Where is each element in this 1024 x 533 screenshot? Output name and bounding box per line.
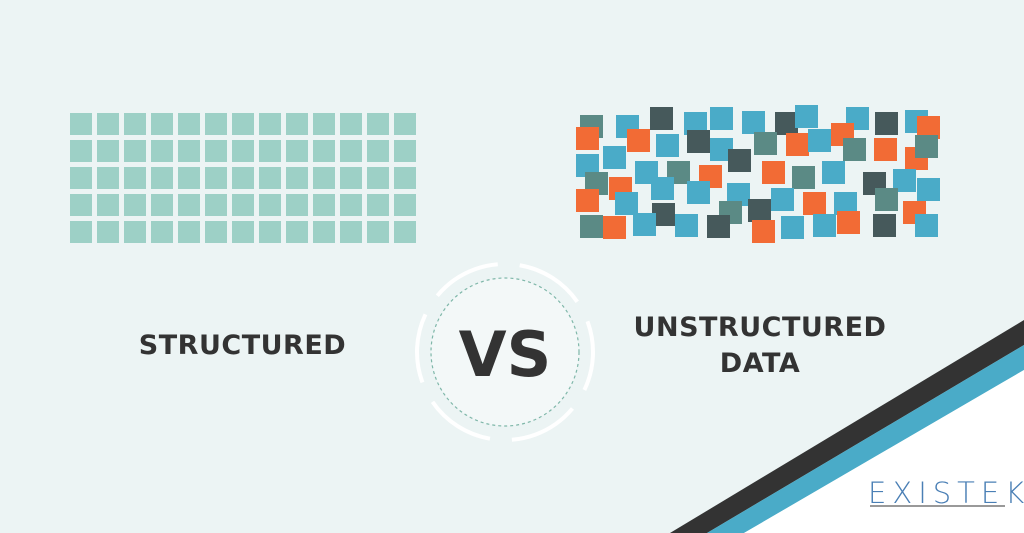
existek-logo: EXISTEK bbox=[868, 476, 1024, 510]
grid-cell bbox=[286, 167, 308, 189]
grid-cell bbox=[124, 113, 146, 135]
grid-cell bbox=[124, 194, 146, 216]
grid-cell bbox=[178, 167, 200, 189]
grid-cell bbox=[259, 113, 281, 135]
grid-cell bbox=[178, 113, 200, 135]
grid-cell bbox=[394, 167, 416, 189]
dark-stripe bbox=[670, 320, 1024, 533]
grid-cell bbox=[205, 140, 227, 162]
grid-cell bbox=[259, 167, 281, 189]
blue-stripe bbox=[707, 345, 1024, 533]
grid-cell bbox=[124, 167, 146, 189]
grid-cell bbox=[394, 113, 416, 135]
grid-cell bbox=[232, 194, 254, 216]
vs-circle bbox=[415, 262, 595, 442]
grid-cell bbox=[97, 167, 119, 189]
grid-cell bbox=[232, 221, 254, 243]
grid-cell bbox=[70, 113, 92, 135]
grid-cell bbox=[340, 194, 362, 216]
grid-cell bbox=[367, 167, 389, 189]
grid-cell bbox=[286, 113, 308, 135]
grid-cell bbox=[97, 113, 119, 135]
grid-cell bbox=[124, 140, 146, 162]
grid-cell bbox=[313, 140, 335, 162]
vs-text: VS bbox=[458, 318, 552, 391]
grid-cell bbox=[97, 221, 119, 243]
grid-cell bbox=[286, 221, 308, 243]
grid-cell bbox=[367, 194, 389, 216]
unstructured-line1: UNSTRUCTURED bbox=[633, 312, 887, 343]
grid-cell bbox=[205, 167, 227, 189]
grid-cell bbox=[313, 194, 335, 216]
grid-cell bbox=[205, 113, 227, 135]
grid-cell bbox=[259, 221, 281, 243]
grid-cell bbox=[340, 113, 362, 135]
grid-cell bbox=[367, 221, 389, 243]
grid-cell bbox=[178, 221, 200, 243]
structured-data-grid bbox=[70, 113, 416, 243]
grid-cell bbox=[232, 167, 254, 189]
grid-cell bbox=[151, 113, 173, 135]
grid-cell bbox=[313, 113, 335, 135]
grid-cell bbox=[124, 221, 146, 243]
grid-cell bbox=[340, 167, 362, 189]
grid-cell bbox=[151, 167, 173, 189]
grid-cell bbox=[259, 194, 281, 216]
grid-cell bbox=[178, 140, 200, 162]
grid-cell bbox=[151, 194, 173, 216]
grid-cell bbox=[340, 140, 362, 162]
grid-cell bbox=[367, 113, 389, 135]
grid-cell bbox=[286, 194, 308, 216]
grid-cell bbox=[205, 194, 227, 216]
grid-cell bbox=[70, 140, 92, 162]
grid-cell bbox=[97, 140, 119, 162]
grid-cell bbox=[259, 140, 281, 162]
grid-cell bbox=[151, 140, 173, 162]
unstructured-line2: DATA bbox=[719, 348, 801, 379]
grid-cell bbox=[232, 113, 254, 135]
grid-cell bbox=[340, 221, 362, 243]
grid-cell bbox=[70, 194, 92, 216]
grid-cell bbox=[70, 167, 92, 189]
grid-cell bbox=[286, 140, 308, 162]
grid-cell bbox=[394, 221, 416, 243]
grid-cell bbox=[70, 221, 92, 243]
structured-label: STRUCTURED bbox=[138, 330, 347, 361]
grid-cell bbox=[394, 194, 416, 216]
grid-cell bbox=[97, 194, 119, 216]
unstructured-label: UNSTRUCTURED DATA bbox=[610, 310, 910, 382]
white-corner bbox=[744, 370, 1024, 533]
grid-cell bbox=[232, 140, 254, 162]
grid-cell bbox=[394, 140, 416, 162]
grid-cell bbox=[205, 221, 227, 243]
grid-cell bbox=[178, 194, 200, 216]
grid-cell bbox=[313, 167, 335, 189]
logo-underline bbox=[870, 505, 1005, 507]
grid-cell bbox=[367, 140, 389, 162]
grid-cell bbox=[313, 221, 335, 243]
grid-cell bbox=[151, 221, 173, 243]
